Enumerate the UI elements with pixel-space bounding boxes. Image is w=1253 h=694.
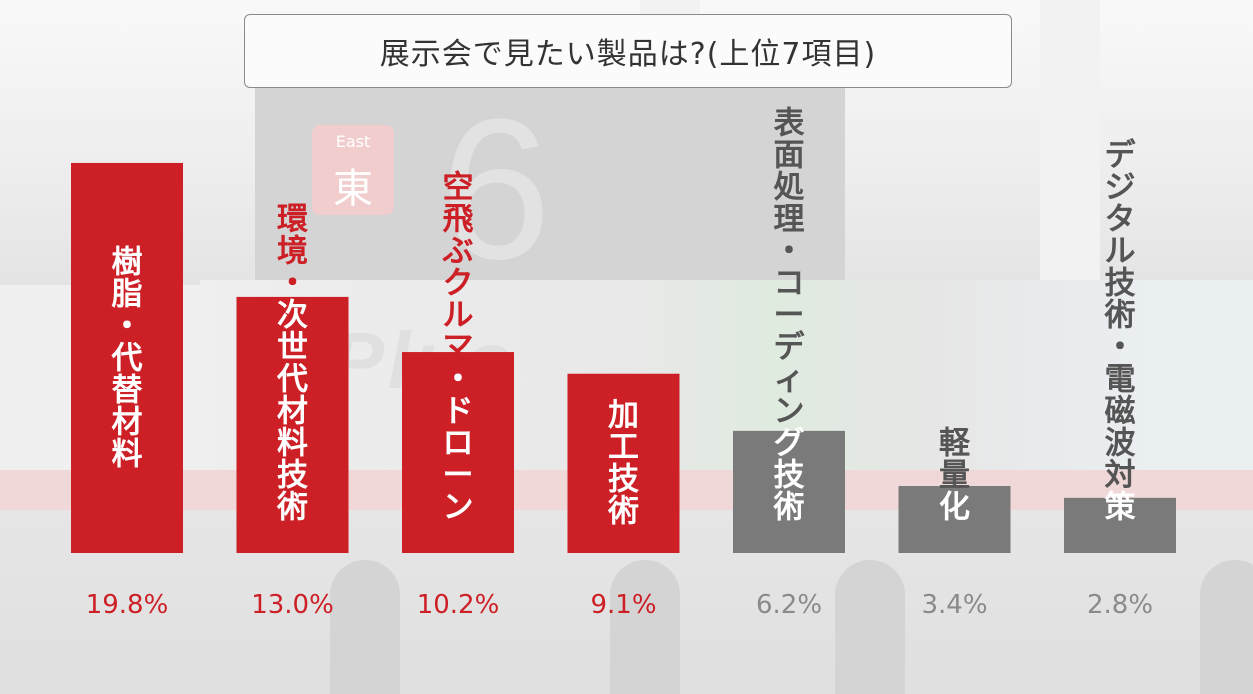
bar: [1064, 497, 1176, 553]
bar-value-label: 19.8%: [86, 590, 169, 620]
bar-value-label: 9.1%: [590, 590, 656, 620]
bar-value-label: 2.8%: [1087, 590, 1153, 620]
bar: [898, 486, 1011, 553]
bar-value-label: 10.2%: [417, 590, 500, 620]
bar-category-label: 表面処理・コーディング技術: [773, 105, 806, 525]
bar: [402, 352, 514, 553]
bar: [71, 162, 183, 553]
background-banner: [200, 280, 1253, 470]
background-person: [610, 560, 680, 694]
bar-value-label: 6.2%: [756, 590, 822, 620]
background-east-label: East: [335, 132, 371, 151]
bar-category-label: 環境・次世代材料技術: [276, 201, 309, 525]
bar-value-label: 13.0%: [251, 590, 334, 620]
background-east-kanji: 東: [333, 166, 373, 212]
background-person: [330, 560, 400, 694]
bar-category-label: 空飛ぶクルマ・ドローン: [442, 169, 474, 525]
background-person: [835, 560, 905, 694]
background-hall-number: 6: [440, 78, 552, 301]
bar-category-label: デジタル技術・電磁波対策: [1104, 137, 1137, 525]
background-east-sign: [312, 125, 394, 215]
bar: [567, 373, 680, 553]
bar-category-label: 樹脂・代替材料: [111, 244, 143, 472]
background-pillar: [1040, 0, 1100, 290]
bar: [733, 430, 845, 553]
chart-title: 展示会で見たい製品は?(上位7項目): [379, 37, 877, 72]
background-person: [1200, 560, 1253, 694]
bar-value-label: 3.4%: [921, 590, 987, 620]
chart-title-box: 展示会で見たい製品は?(上位7項目): [244, 14, 1012, 88]
bar-category-label: 加工技術: [607, 398, 639, 530]
bar: [236, 296, 349, 553]
bar-category-label: 軽量化: [939, 425, 971, 525]
